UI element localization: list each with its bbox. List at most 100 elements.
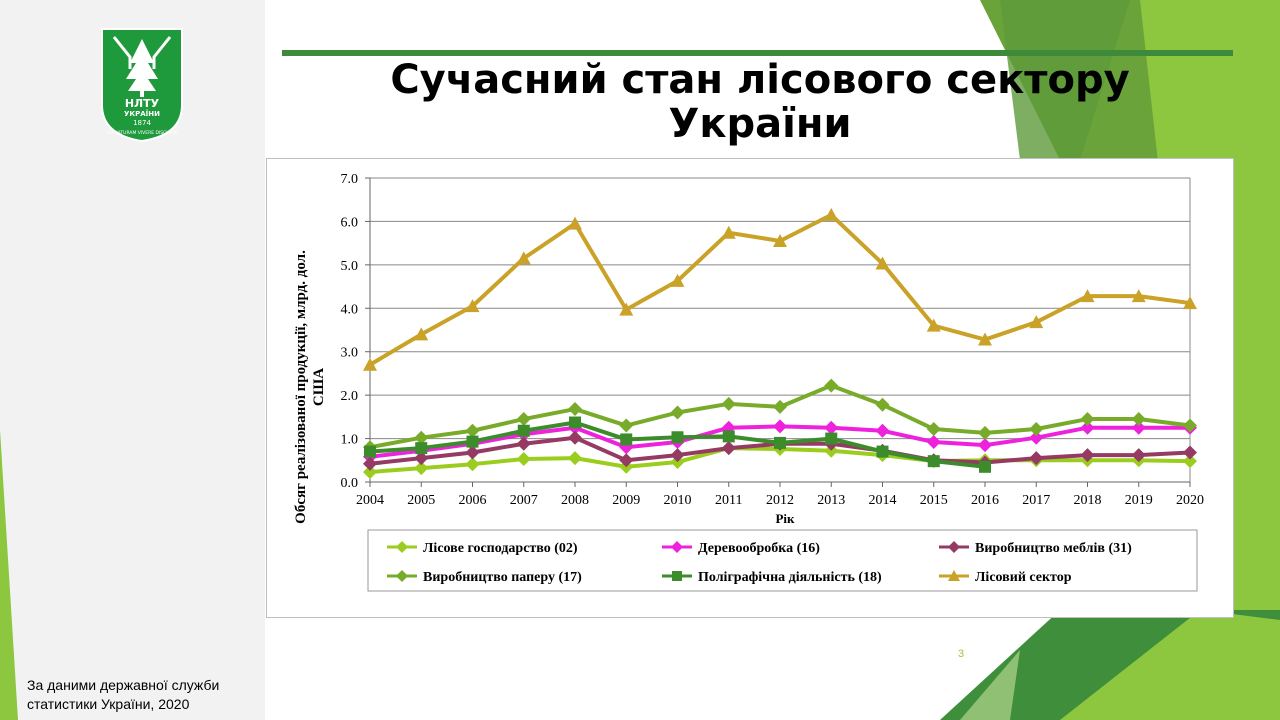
data-point: [465, 423, 480, 438]
data-point: [465, 457, 480, 472]
data-point: [978, 438, 992, 453]
data-point: [363, 456, 377, 471]
data-point: [773, 419, 787, 434]
data-point: [568, 402, 582, 417]
legend-marker: [396, 541, 408, 553]
data-point: [465, 445, 480, 460]
data-point: [1029, 451, 1044, 466]
data-point: [774, 436, 786, 449]
data-point: [721, 441, 736, 456]
data-point: [875, 256, 890, 270]
data-point: [1029, 430, 1044, 445]
x-tick-label: 2017: [1022, 493, 1050, 508]
slide-title: Сучасний стан лісового сектору України: [300, 58, 1220, 146]
data-point: [620, 433, 633, 446]
svg-text:НЛТУ: НЛТУ: [125, 97, 160, 110]
source-footnote: За даними державної служби статистики Ук…: [27, 676, 219, 714]
x-tick-label: 2006: [459, 493, 487, 508]
data-point: [773, 233, 787, 247]
data-point: [721, 396, 736, 411]
data-point: [568, 216, 582, 230]
y-axis-label: Обсяг реалізованої продукції, млрд. дол.…: [293, 250, 327, 524]
data-point: [979, 460, 991, 473]
data-point: [876, 445, 889, 458]
data-point: [1131, 448, 1146, 463]
x-tick-label: 2009: [612, 493, 640, 508]
data-point: [670, 405, 685, 420]
legend-label: Виробництво меблів (31): [975, 541, 1132, 556]
data-point: [619, 418, 634, 433]
title-underline: [282, 50, 1233, 56]
x-tick-label: 2014: [869, 493, 897, 508]
footnote-line-1: За даними державної служби: [27, 677, 220, 693]
y-tick-label: 1.0: [341, 433, 359, 448]
data-point: [824, 420, 839, 435]
footnote-line-2: статистики України, 2020: [27, 696, 190, 712]
title-line-1: Сучасний стан лісового сектору: [390, 57, 1130, 103]
data-point: [1131, 412, 1146, 427]
data-point: [978, 425, 992, 440]
data-point: [722, 430, 735, 443]
data-point: [1183, 296, 1197, 310]
data-point: [824, 207, 839, 221]
legend-box: [367, 529, 1198, 592]
data-point: [875, 397, 890, 412]
data-point: [516, 436, 531, 451]
y-tick-label: 4.0: [341, 302, 359, 317]
data-point: [670, 448, 685, 463]
decor-triangle: [0, 430, 18, 720]
data-point: [619, 453, 634, 468]
x-tick-label: 2020: [1176, 493, 1204, 508]
data-point: [1183, 454, 1197, 469]
data-point: [1183, 418, 1197, 433]
line-chart: 0.0 1.0 2.0 3.0 4.0 5.0 6.0 7.0 2004 2005 2006 200…: [293, 172, 1204, 592]
data-point: [516, 412, 531, 427]
data-point: [978, 332, 992, 346]
data-point: [721, 225, 736, 239]
legend-label: Лісовий сектор: [975, 570, 1072, 585]
data-point: [1080, 420, 1095, 435]
title-line-2: України: [668, 101, 852, 147]
data-point: [1183, 445, 1197, 460]
data-point: [516, 451, 531, 466]
chart-container: 0.0 1.0 2.0 3.0 4.0 5.0 6.0 7.0 2004 2005 2006 200…: [266, 158, 1234, 618]
data-point: [1080, 289, 1095, 303]
y-axis-label-line: США: [311, 368, 327, 406]
x-tick-label: 2016: [971, 493, 999, 508]
page-number: 3: [958, 648, 965, 660]
y-tick-label: 3.0: [341, 346, 359, 361]
data-point: [825, 432, 838, 445]
data-point: [926, 318, 941, 332]
decor-triangle: [1000, 0, 1130, 160]
data-point: [1080, 448, 1095, 463]
data-point: [414, 430, 429, 445]
y-tick-label: 5.0: [341, 259, 359, 274]
data-point: [926, 422, 941, 437]
data-point: [1080, 412, 1095, 427]
legend-marker: [948, 570, 960, 581]
svg-text:УКРАЇНИ: УКРАЇНИ: [124, 109, 160, 118]
data-point: [1029, 315, 1044, 329]
data-point: [414, 451, 429, 466]
legend-marker: [672, 571, 682, 581]
y-tick-label: 7.0: [341, 172, 359, 187]
data-point: [1131, 289, 1146, 303]
data-point: [516, 251, 531, 265]
legend-label: Деревообробка (16): [698, 541, 820, 556]
data-point: [824, 378, 839, 393]
x-tick-label: 2018: [1074, 493, 1102, 508]
x-tick-label: 2019: [1125, 493, 1153, 508]
x-tick-label: 2011: [715, 493, 742, 508]
data-point: [619, 302, 634, 316]
data-point: [364, 445, 376, 458]
x-tick-label: 2010: [664, 493, 692, 508]
y-tick-label: 6.0: [341, 215, 359, 230]
svg-text:AD NATURAM VIVERE DISCIMUS: AD NATURAM VIVERE DISCIMUS: [106, 130, 177, 136]
data-point: [414, 327, 429, 341]
data-point: [414, 461, 429, 476]
data-point: [1131, 420, 1146, 435]
x-tick-label: 2008: [561, 493, 589, 508]
data-point: [670, 273, 685, 287]
data-point: [568, 451, 582, 466]
x-tick-label: 2005: [407, 493, 435, 508]
